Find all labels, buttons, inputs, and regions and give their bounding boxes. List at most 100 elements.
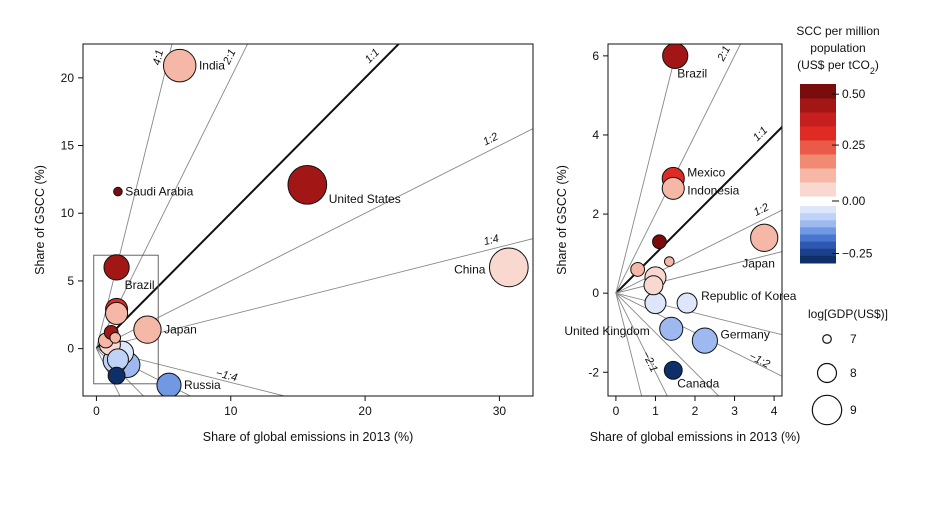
scc-color-legend: SCC per million population (US$ per tCO2) 0…: [796, 24, 880, 264]
data-point: [661, 176, 685, 200]
ratio-label: −1:2: [747, 350, 772, 370]
color-tick-label: 0.50: [842, 87, 866, 101]
color-swatch: [800, 206, 836, 214]
ratio-line-labels: 2:11:11:2−1:2−2:1: [639, 44, 771, 374]
ratio-label: −2:1: [639, 349, 659, 374]
ratio-label: −1:4: [215, 367, 239, 384]
ratio-line-5: [615, 44, 679, 294]
y-tick-label: -2: [588, 365, 599, 379]
ratio-line-9: [615, 293, 643, 396]
x-tick-label: 0: [613, 404, 620, 418]
color-swatch: [800, 241, 836, 250]
data-point: [103, 254, 130, 281]
color-swatch: [800, 227, 836, 235]
y-tick-label: 0: [67, 342, 74, 356]
size-legend-label: 9: [850, 403, 857, 417]
y-tick-label: 5: [67, 274, 74, 288]
ratio-label: 1:2: [752, 201, 771, 219]
x-tick-label: 20: [358, 404, 372, 418]
point-label: Japan: [742, 256, 775, 270]
data-point: [630, 262, 646, 277]
plot-frame: [82, 43, 534, 397]
data-point: [113, 186, 123, 197]
ratio-line-labels: 4:1 2:1 1:11:21:4−1:4: [151, 47, 500, 385]
ratio-lines: [95, 44, 533, 396]
point-label: United States: [329, 192, 401, 206]
ratio-label: 1:4: [482, 233, 500, 248]
color-tick-label: 0.00: [842, 194, 866, 208]
axis-ticks: 0 10 20 30 0 5 10 15 20: [61, 71, 507, 418]
x-tick-label: 3: [731, 404, 738, 418]
ratio-line-0: [95, 44, 173, 349]
data-point: [106, 348, 129, 371]
point-label: Canada: [677, 376, 719, 390]
color-swatch: [800, 255, 836, 264]
color-tick-label: −0.25: [842, 247, 873, 261]
data-point: [107, 366, 126, 385]
data-point: [676, 292, 698, 314]
data-point: [663, 360, 683, 380]
y-tick-label: 4: [592, 128, 599, 142]
color-swatch: [800, 154, 836, 169]
ratio-line-4: [96, 238, 533, 350]
color-swatch: [800, 234, 836, 243]
y-tick-label: 2: [592, 207, 599, 221]
point-labels: India United States Saudi Arabia China Brazi…: [125, 59, 486, 393]
data-point: [659, 316, 684, 341]
data-point: [287, 164, 328, 205]
point-label: Germany: [720, 328, 769, 342]
right-scatter-panel: 2:11:11:2−1:2−2:1BrazilMexicoIndonesiaJa…: [555, 43, 801, 444]
point-labels: Brazil Mexico Indonesia Japan Republic of Ko…: [564, 66, 796, 390]
point-label: India: [199, 59, 225, 73]
data-points: [630, 44, 779, 380]
x-tick-label: 0: [93, 404, 100, 418]
point-label: Brazil: [677, 66, 707, 80]
color-swatch: [800, 213, 836, 221]
color-swatch: [800, 182, 836, 197]
gdp-size-legend: log[GDP(US$)] 7 8 9: [808, 307, 888, 426]
point-label: Indonesia: [687, 183, 739, 197]
y-tick-label: 0: [592, 286, 599, 300]
color-tick-label: 0.25: [842, 138, 866, 152]
data-point: [644, 292, 667, 315]
x-tick-label: 4: [771, 404, 778, 418]
point-label: China: [454, 262, 486, 276]
data-point: [691, 327, 718, 354]
y-axis-label: Share of GSCC (%): [555, 165, 569, 275]
data-point: [105, 301, 129, 325]
ratio-line-1: [96, 44, 249, 349]
data-point: [162, 48, 197, 83]
size-legend-title: log[GDP(US$)]: [808, 307, 888, 321]
color-swatch: [800, 84, 836, 99]
color-legend-title-line: population: [810, 41, 865, 55]
ratio-label: 4:1: [151, 49, 166, 67]
size-legend-label: 7: [850, 332, 857, 346]
size-legend-label: 8: [850, 366, 857, 380]
size-legend-circle: [816, 362, 838, 384]
y-axis-label: Share of GSCC (%): [33, 165, 47, 275]
x-axis-label: Share of global emissions in 2013 (%): [590, 430, 801, 444]
point-label: Mexico: [687, 165, 725, 179]
y-tick-label: 20: [61, 71, 75, 85]
axis-ticks: 0 1 2 3 4 -2 0 2 4 6: [588, 49, 777, 418]
y-tick-label: 10: [61, 206, 75, 220]
data-point: [488, 247, 529, 288]
ratio-label: 2:1: [715, 44, 733, 64]
data-point: [133, 315, 162, 344]
ratio-line-4: [615, 292, 668, 396]
data-point: [750, 223, 779, 252]
point-label: Saudi Arabia: [125, 185, 193, 199]
data-point: [663, 256, 675, 267]
color-legend-title-line: (US$ per tCO2): [797, 58, 879, 76]
color-swatch: [800, 248, 836, 257]
inset-region-box: [93, 254, 159, 385]
color-swatch: [800, 98, 836, 113]
ratio-line-2: [95, 44, 401, 350]
point-label: Russia: [184, 378, 221, 392]
ratio-line-0: [615, 44, 741, 294]
data-point: [652, 234, 667, 250]
y-tick-label: 15: [61, 139, 75, 153]
